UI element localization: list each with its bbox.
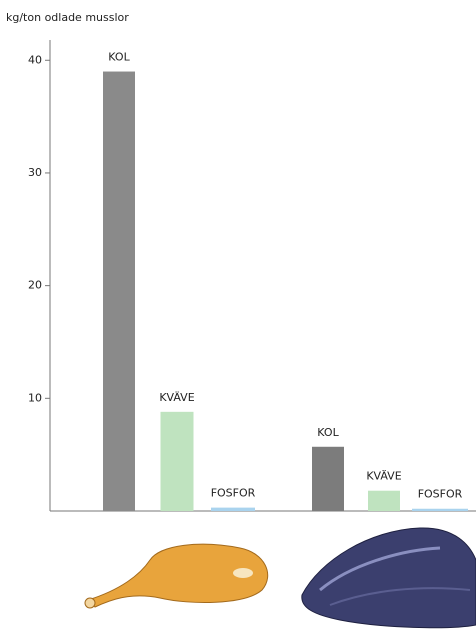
bar [103,71,135,511]
y-tick-label: 10 [28,391,42,404]
y-axis-label: kg/ton odlade musslor [6,11,129,24]
bar [312,446,344,511]
bar [211,507,255,511]
bar [412,508,468,511]
bar-label: KVÄVE [366,470,401,483]
mussel-body [84,543,269,609]
bar [368,490,400,511]
y-tick-label: 40 [28,53,42,66]
y-tick-label: 20 [28,279,42,292]
bar-label: FOSFOR [418,488,463,501]
mussel-shell [301,527,476,629]
y-tick-label: 30 [28,166,42,179]
bar [160,411,194,511]
bar-label: KOL [317,426,339,439]
bar-label: KVÄVE [159,391,194,404]
bar-label: FOSFOR [211,487,256,500]
bar-label: KOL [108,51,130,64]
